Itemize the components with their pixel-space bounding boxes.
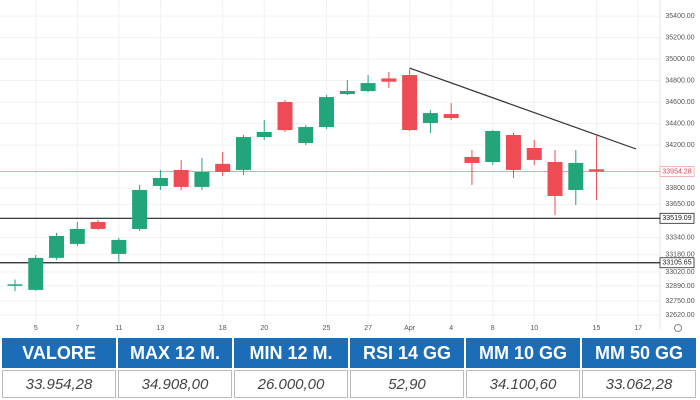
candle-body [7, 284, 23, 286]
candle-body [464, 156, 480, 163]
candle-body [298, 127, 314, 143]
candle-body [152, 178, 168, 186]
candle-body [173, 169, 189, 187]
x-tick-label: 5 [34, 325, 38, 332]
level-label-box [659, 166, 695, 177]
header-cell: RSI 14 GG [350, 338, 464, 368]
candle-body [381, 78, 397, 82]
x-tick-label: 8 [491, 325, 495, 332]
y-tick-label: 34600.00 [665, 99, 694, 106]
candle-body [526, 148, 542, 160]
x-tick-label: 7 [75, 325, 79, 332]
y-tick-label: 34400.00 [665, 120, 694, 127]
x-tick-label: 10 [530, 325, 538, 332]
x-tick-label: 15 [593, 325, 601, 332]
value-cell: 34.100,60 [466, 370, 580, 398]
y-tick-label: 35000.00 [665, 56, 694, 63]
candle-body [194, 171, 210, 187]
x-tick-label: 25 [323, 325, 331, 332]
y-tick-label: 32750.00 [665, 298, 694, 305]
chart: 35400.00 35200.00 35000.00 34800.00 34600.00… [0, 0, 695, 332]
y-tick-label: 34200.00 [665, 142, 694, 149]
header-cell: MAX 12 M. [118, 338, 232, 368]
candle-body [69, 228, 85, 244]
y-tick-label: 32890.00 [665, 283, 694, 290]
header-row: VALORE MAX 12 M. MIN 12 M. RSI 14 GG MM 10 G… [2, 338, 696, 368]
header-cell: MM 10 GG [466, 338, 580, 368]
candle-body [505, 135, 521, 170]
candle-body [215, 163, 231, 172]
level-label-box [659, 212, 695, 224]
candle-body [319, 97, 335, 128]
header-cell: MM 50 GG [582, 338, 696, 368]
stats-table: VALORE MAX 12 M. MIN 12 M. RSI 14 GG MM 10 G… [0, 336, 698, 400]
x-tick-label: 11 [115, 325, 122, 332]
candle-body [28, 257, 44, 290]
x-tick-label: 13 [156, 325, 164, 332]
level-label: 33519.09 [662, 215, 691, 222]
y-tick-label: 32620.00 [665, 312, 694, 319]
value-cell: 33.062,28 [582, 370, 696, 398]
y-tick-label: 34800.00 [665, 77, 694, 84]
candle-body [90, 221, 106, 229]
trendline [409, 67, 637, 150]
value-cell: 34.908,00 [118, 370, 232, 398]
y-tick-label: 35200.00 [665, 34, 694, 41]
value-row: 33.954,28 34.908,00 26.000,00 52,90 34.100,6… [2, 370, 696, 398]
level-label-box [659, 257, 695, 269]
value-cell: 26.000,00 [234, 370, 348, 398]
y-tick-label: 33800.00 [665, 185, 694, 192]
level-label: 33105.65 [662, 260, 691, 267]
y-tick-label: 33650.00 [665, 201, 694, 208]
x-tick-label: 17 [634, 325, 642, 332]
x-tick-label: 20 [260, 325, 268, 332]
candle-body [360, 83, 376, 92]
y-tick-label: 35400.00 [665, 13, 694, 20]
x-tick-label: 4 [449, 325, 453, 332]
candle-body [485, 131, 501, 162]
value-cell: 52,90 [350, 370, 464, 398]
candle-body [443, 114, 459, 119]
level-label: 33954.28 [662, 168, 691, 175]
candle-body [422, 113, 438, 123]
header-cell: MIN 12 M. [234, 338, 348, 368]
value-cell: 33.954,28 [2, 370, 116, 398]
candle-body [256, 132, 272, 138]
candle-body [49, 235, 65, 258]
header-cell: VALORE [2, 338, 116, 368]
candle-body [277, 102, 293, 131]
x-tick-label: 27 [364, 325, 372, 332]
candle-body [589, 169, 605, 172]
y-tick-label: 33180.00 [665, 252, 694, 259]
settings-icon [674, 324, 682, 332]
x-tick-label: 18 [219, 325, 227, 332]
candle-body [339, 91, 355, 95]
candle-body [402, 75, 418, 131]
candle-body [547, 161, 563, 196]
y-tick-label: 33340.00 [665, 234, 694, 241]
candle-body [132, 189, 148, 229]
candle-body [235, 137, 251, 170]
candle-body [568, 162, 584, 190]
y-tick-label: 33020.00 [665, 269, 694, 276]
candle-body [111, 239, 127, 254]
x-tick-label: Apr [404, 325, 416, 332]
